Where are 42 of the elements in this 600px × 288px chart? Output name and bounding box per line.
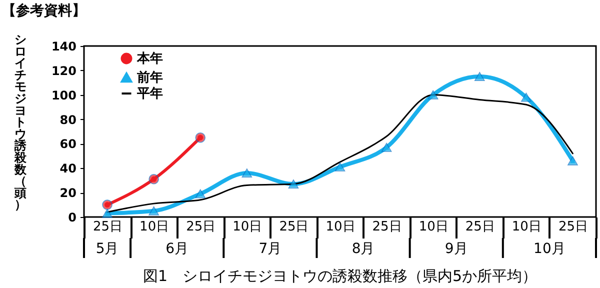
- x-tick-label: 25日: [279, 220, 309, 234]
- y-tick-label: 20: [60, 186, 76, 200]
- point: [568, 156, 578, 166]
- point: [334, 162, 346, 172]
- point: [148, 206, 159, 216]
- point: [242, 168, 252, 178]
- y-tick-label: 80: [60, 112, 76, 127]
- text: 図1 シロイチモジヨトウの誘殺数推移（県内5か所平均）: [142, 267, 538, 285]
- x-tick-label: 25日: [558, 220, 588, 234]
- y-tick-label: 40: [60, 162, 76, 176]
- legend-label: 本年: [136, 52, 163, 66]
- point: [521, 92, 532, 102]
- legend-label: 前年: [136, 70, 163, 86]
- text: 9月: [444, 241, 468, 257]
- x-tick-label: 25日: [372, 220, 402, 234]
- x-tick-label: 10日: [326, 220, 356, 234]
- point: [474, 72, 485, 82]
- text: 7月: [258, 241, 282, 257]
- x-tick-label: 25日: [93, 220, 123, 234]
- x-tick-label: 25日: [186, 220, 216, 234]
- point: [102, 200, 112, 210]
- text: 5月: [96, 241, 119, 257]
- x-tick-label: 10日: [232, 220, 262, 234]
- x-tick-label: 10日: [512, 220, 542, 234]
- point: [195, 189, 206, 198]
- chart-subtitle: 【参考資料】: [2, 2, 86, 20]
- x-tick-label: 10日: [140, 220, 170, 234]
- point: [148, 174, 159, 184]
- point: [195, 132, 206, 143]
- y-tick-label: 120: [51, 64, 76, 78]
- x-tick-label: 10日: [418, 220, 448, 234]
- y-tick-label: 100: [51, 88, 76, 102]
- y-tick-label: 140: [51, 40, 76, 54]
- text: シロイチモジヨトウ誘殺数（頭）: [14, 32, 26, 212]
- y-tick-label: 0: [68, 210, 76, 224]
- legend-label: 平年: [136, 86, 163, 102]
- point: [381, 142, 392, 152]
- text: 8月: [352, 241, 375, 257]
- text: 10月: [534, 241, 566, 257]
- text: 6月: [166, 241, 189, 257]
- x-tick-label: 25日: [465, 220, 495, 234]
- y-tick-label: 60: [60, 137, 76, 152]
